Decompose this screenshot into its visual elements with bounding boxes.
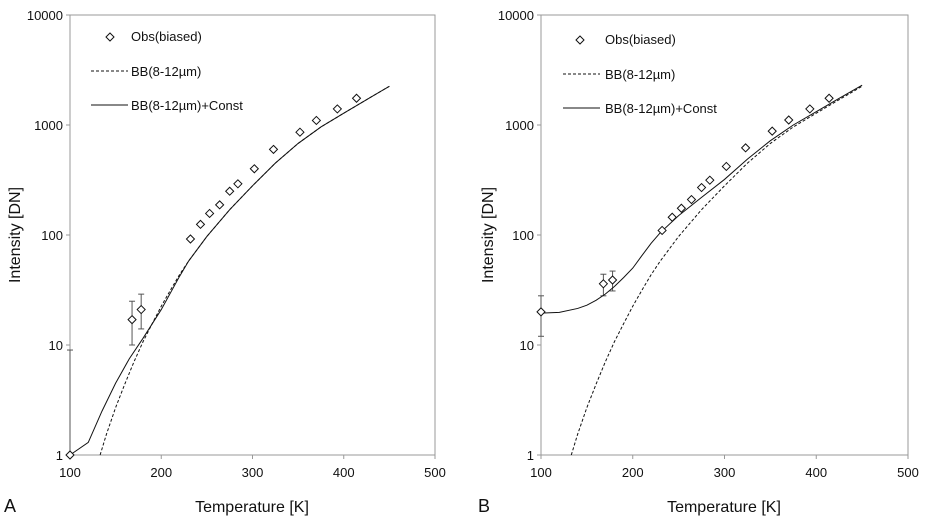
data-point-diamond (607, 275, 618, 285)
data-point-diamond (705, 175, 715, 185)
data-point-diamond (805, 104, 815, 114)
data-point-diamond (249, 164, 260, 174)
legend: Obs(biased) BB(8-12µm) BB(8-12µm)+Const (563, 32, 717, 116)
data-point-diamond (204, 208, 215, 219)
data-point-diamond (767, 126, 777, 136)
axis-ticks: 100 200 300 400 500 1 10 100 1000 10000 (27, 8, 446, 480)
data-point-diamond (233, 179, 243, 189)
bb-const-solid-curve (69, 85, 390, 456)
data-point-diamond (686, 194, 697, 205)
legend-label-bb: BB(8-12µm) (605, 67, 675, 82)
data-point-diamond (784, 115, 794, 125)
x-axis-label: Temperature [K] (667, 499, 781, 516)
x-tick-label: 100 (59, 465, 81, 480)
data-point-diamond (657, 225, 667, 236)
y-tick-label: 10000 (498, 8, 534, 23)
legend-label-obs: Obs(biased) (131, 29, 202, 44)
data-point-diamond (185, 234, 196, 244)
x-tick-label: 500 (424, 465, 446, 480)
y-tick-label: 10 (520, 338, 534, 353)
panel-a: A Temperature [K] Intensity [DN] 100 200 3… (4, 8, 446, 516)
data-point-diamond (740, 143, 751, 153)
data-point-diamond (598, 279, 609, 289)
x-tick-label: 100 (530, 465, 552, 480)
data-point-diamond (536, 307, 546, 317)
legend-label-bb-const: BB(8-12µm)+Const (605, 101, 717, 116)
plot-marks (65, 85, 390, 460)
legend-label-obs: Obs(biased) (605, 32, 676, 47)
x-tick-label: 300 (714, 465, 736, 480)
y-tick-label: 1 (527, 448, 534, 463)
x-tick-label: 200 (622, 465, 644, 480)
panel-b: B Temperature [K] Intensity [DN] 100 200 3… (478, 8, 919, 516)
data-point-diamond (127, 314, 137, 325)
data-point-diamond (311, 115, 322, 126)
y-axis-label: Intensity [DN] (7, 187, 24, 283)
data-point-diamond (824, 93, 834, 103)
legend-label-bb: BB(8-12µm) (131, 64, 201, 79)
data-point-diamond (224, 186, 235, 196)
data-point-diamond (295, 127, 305, 137)
x-tick-label: 400 (805, 465, 827, 480)
data-point-diamond (721, 161, 732, 172)
panel-label: A (4, 496, 16, 516)
plot-area-frame (540, 14, 909, 456)
x-axis-label: Temperature [K] (195, 499, 309, 516)
x-tick-label: 400 (333, 465, 355, 480)
data-point-diamond (332, 104, 343, 114)
y-tick-label: 10000 (27, 8, 63, 23)
y-tick-label: 100 (512, 228, 534, 243)
plot-area-frame (69, 14, 436, 456)
legend-diamond-marker (575, 35, 585, 45)
data-point-diamond (696, 182, 707, 193)
legend-label-bb-const: BB(8-12µm)+Const (131, 98, 243, 113)
data-point-diamond (676, 203, 687, 213)
y-tick-label: 10 (49, 338, 63, 353)
y-tick-label: 1 (56, 448, 63, 463)
y-tick-label: 100 (41, 228, 63, 243)
data-point-diamond (667, 212, 677, 222)
data-point-diamond (136, 304, 146, 315)
axis-ticks: 100 200 300 400 500 1 10 100 1000 10000 (498, 8, 919, 480)
y-axis-label: Intensity [DN] (480, 187, 497, 283)
legend: Obs(biased) BB(8-12µm) BB(8-12µm)+Const (91, 29, 243, 113)
bb-dashed-curve (99, 85, 390, 456)
data-point-diamond (351, 93, 362, 103)
data-point-diamond (268, 144, 279, 155)
data-point-diamond (214, 200, 225, 210)
panel-label: B (478, 496, 490, 516)
x-tick-label: 500 (897, 465, 919, 480)
plot-marks (536, 84, 863, 456)
y-tick-label: 1000 (34, 118, 63, 133)
y-tick-label: 1000 (505, 118, 534, 133)
data-point-diamond (195, 219, 206, 230)
data-point-diamond (65, 450, 75, 460)
bb-dashed-curve (570, 85, 863, 456)
x-tick-label: 200 (150, 465, 172, 480)
bb-const-solid-curve (540, 84, 863, 314)
x-tick-label: 300 (242, 465, 264, 480)
legend-diamond-marker (105, 32, 115, 42)
